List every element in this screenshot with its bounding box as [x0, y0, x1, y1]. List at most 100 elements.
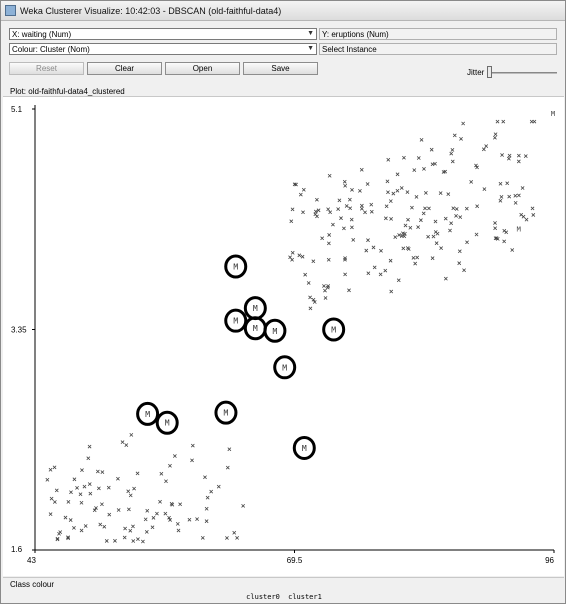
cluster0-point: [524, 217, 529, 222]
cluster0-point: [94, 506, 98, 510]
cluster0-point: [502, 239, 507, 244]
cluster0-point: [72, 477, 77, 482]
cluster0-point: [175, 521, 180, 526]
cluster0-point: [499, 195, 504, 199]
save-button[interactable]: Save: [243, 62, 318, 75]
cluster0-point: [358, 188, 362, 193]
cluster0-point: [75, 485, 79, 490]
cluster0-point: [359, 167, 364, 172]
cluster0-point: [384, 204, 389, 209]
cluster0-point: [311, 259, 316, 264]
cluster0-point: [457, 249, 462, 254]
chevron-down-icon: ▼: [307, 45, 314, 52]
cluster0-point: [430, 256, 435, 261]
select-instance-select[interactable]: Select Instance: [319, 43, 557, 55]
cluster0-point: [493, 221, 497, 225]
cluster0-point: [510, 248, 515, 252]
cluster1-point-circle: [273, 355, 297, 380]
cluster0-point: [371, 245, 376, 250]
cluster0-point: [469, 180, 474, 184]
cluster0-point: [122, 535, 127, 540]
cluster0-point: [475, 165, 479, 170]
cluster0-point: [351, 238, 356, 242]
cluster0-point: [203, 475, 207, 480]
cluster0-point: [416, 225, 421, 229]
y-axis-select[interactable]: Y: eruptions (Num): [319, 28, 557, 40]
cluster0-point: [126, 489, 131, 494]
cluster0-point: [439, 246, 444, 251]
x-axis-select[interactable]: X: waiting (Num) ▼: [9, 28, 317, 40]
cluster0-point: [513, 193, 518, 198]
cluster0-point: [411, 255, 416, 260]
cluster0-point: [83, 524, 88, 528]
cluster0-point: [397, 233, 401, 237]
reset-button[interactable]: Reset: [9, 62, 84, 75]
open-button[interactable]: Open: [165, 62, 240, 75]
cluster0-point: [86, 456, 91, 461]
legend-item-cluster1[interactable]: cluster1: [288, 593, 322, 601]
plot-panel[interactable]: 1.6 3.35 5.1 43 69.5 96 M M M M M M M M M M M M M: [3, 96, 564, 576]
jitter-slider-thumb[interactable]: [487, 66, 492, 78]
cluster0-point: [187, 517, 192, 522]
cluster0-point: [290, 250, 295, 255]
cluster0-point: [68, 518, 73, 522]
cluster1-point-circle: [155, 410, 179, 435]
cluster0-point: [449, 151, 454, 156]
cluster1-point: M: [253, 304, 258, 313]
cluster0-point: [366, 238, 370, 243]
cluster1-point-circle: [214, 400, 238, 425]
cluster1-point: M: [253, 324, 258, 333]
cluster0-point: [464, 206, 469, 211]
cluster0-point: [516, 159, 521, 164]
cluster0-point: [155, 511, 159, 516]
cluster0-point: [457, 261, 462, 266]
cluster0-point: [446, 192, 451, 197]
cluster0-point: [383, 268, 388, 273]
cluster0-point: [344, 204, 349, 208]
cluster0-point: [513, 200, 518, 205]
y-tick-label: 3.35: [11, 326, 27, 335]
cluster1-point: M: [302, 444, 307, 453]
cluster0-point: [297, 253, 302, 258]
cluster0-point: [343, 272, 348, 277]
cluster0-point: [113, 538, 117, 543]
cluster0-point: [300, 254, 305, 259]
cluster0-point: [386, 157, 391, 162]
cluster0-point: [364, 248, 369, 253]
cluster0-point: [241, 503, 246, 508]
cluster0-point: [410, 205, 414, 210]
x-tick-label: 96: [545, 556, 554, 565]
cluster0-point: [449, 221, 454, 226]
cluster0-point: [421, 211, 426, 216]
cluster0-point: [52, 500, 57, 504]
cluster0-point: [339, 216, 343, 221]
cluster0-point: [342, 226, 346, 231]
cluster0-point: [216, 484, 221, 489]
cluster0-point: [452, 133, 457, 138]
cluster0-point: [323, 296, 328, 300]
cluster0-point: [342, 179, 347, 184]
cluster0-point: [129, 432, 134, 437]
cluster0-point: [328, 210, 333, 215]
cluster0-point: [322, 284, 326, 288]
cluster0-point: [52, 465, 57, 470]
x-tick-label: 43: [27, 556, 36, 565]
jitter-slider-track[interactable]: [487, 72, 557, 74]
cluster0-point: [128, 493, 133, 498]
cluster0-point: [176, 528, 181, 533]
cluster0-point: [433, 161, 437, 166]
legend-item-cluster0[interactable]: cluster0: [246, 593, 280, 601]
cluster0-point: [451, 206, 456, 211]
scatter-plot[interactable]: 1.6 3.35 5.1 43 69.5 96 M M M M M M M M M M M M M: [3, 97, 564, 577]
cluster0-point: [169, 501, 174, 506]
cluster0-point: [168, 463, 172, 468]
cluster0-point: [66, 536, 71, 541]
cluster0-point: [337, 198, 342, 203]
cluster0-point: [441, 170, 446, 174]
plot-title: Plot: old-faithful-data4_clustered: [10, 87, 125, 96]
colour-select[interactable]: Colour: Cluster (Nom) ▼: [9, 43, 317, 55]
cluster0-point: [454, 213, 458, 218]
cluster0-point: [389, 289, 394, 294]
clear-button[interactable]: Clear: [87, 62, 162, 75]
cluster1-point-circle: [224, 254, 248, 279]
